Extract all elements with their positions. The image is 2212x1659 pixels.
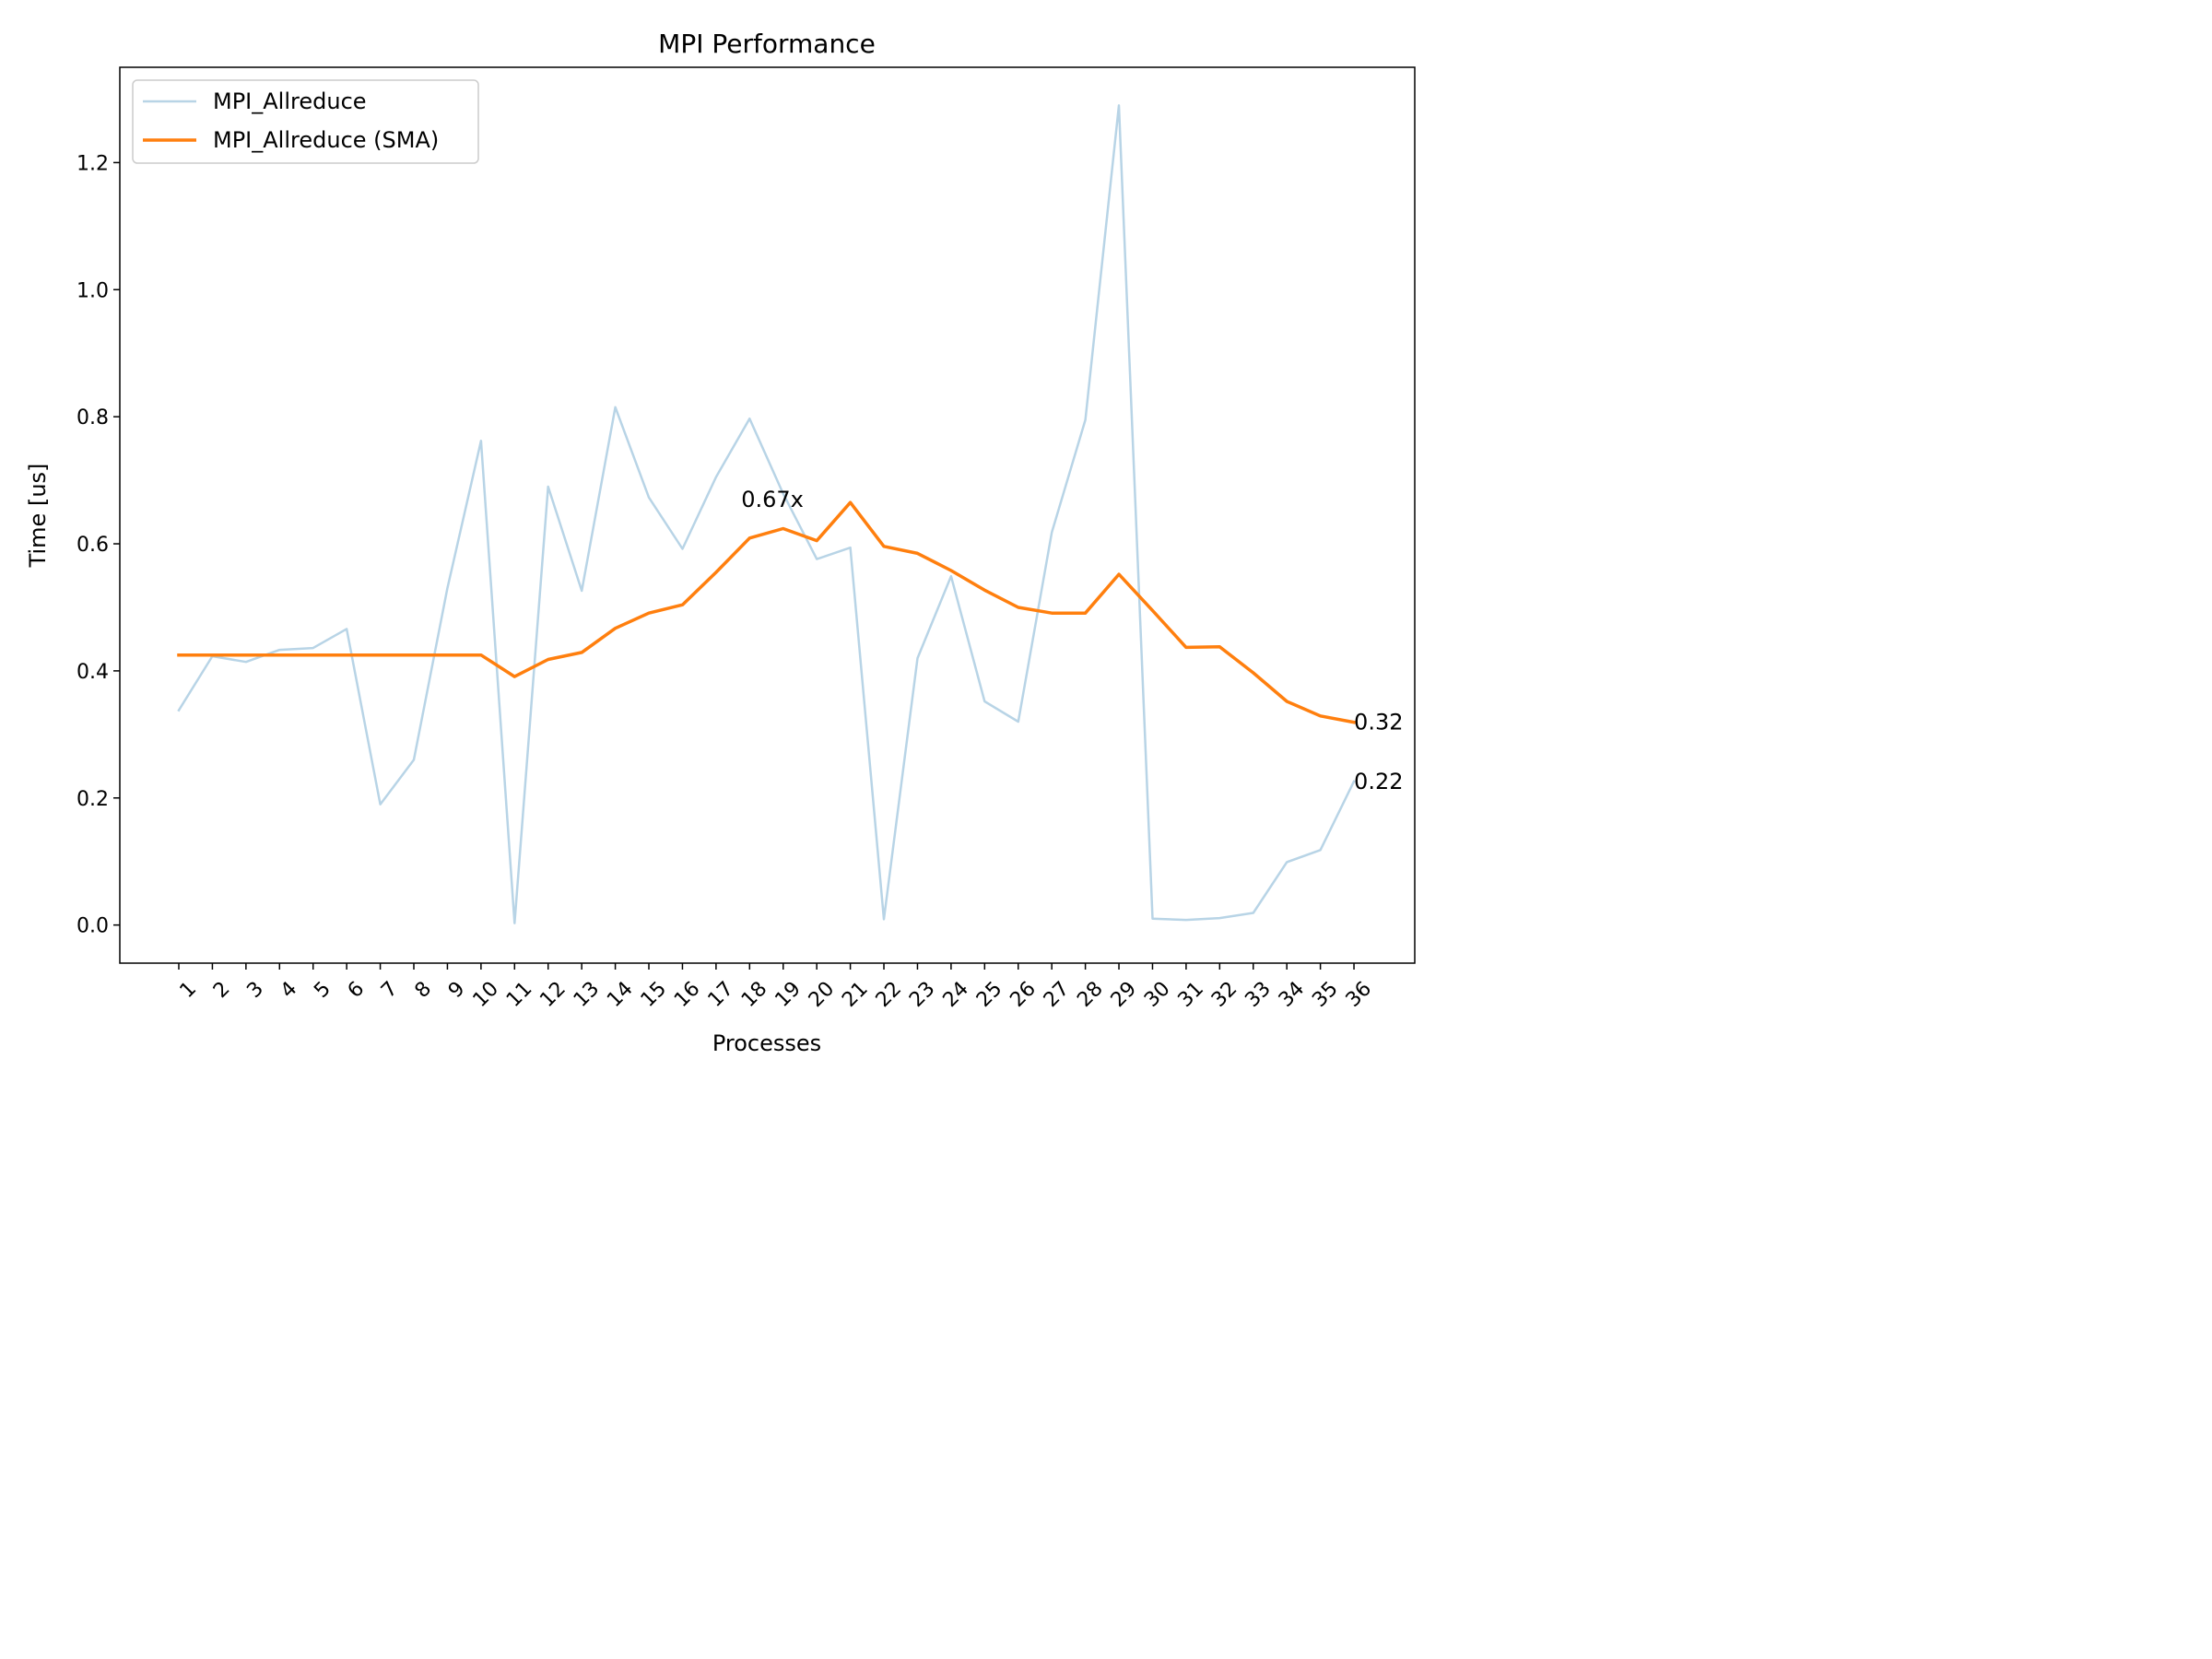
series-line-sma <box>177 500 1357 724</box>
x-tick-label: 32 <box>1207 977 1241 1011</box>
x-tick-label: 33 <box>1241 977 1275 1011</box>
legend-label: MPI_Allreduce (SMA) <box>213 127 439 153</box>
x-tick-label: 6 <box>344 977 370 1003</box>
x-tick-label: 17 <box>704 977 738 1011</box>
y-axis-label: Time [us] <box>25 464 51 569</box>
x-tick-label: 11 <box>502 977 536 1011</box>
series-line-raw <box>177 104 1356 924</box>
plot-area: 0.67x 0.32 0.22 <box>119 66 1416 964</box>
x-tick-label: 24 <box>939 977 973 1011</box>
x-tick-label: 3 <box>242 977 268 1003</box>
x-tick-label: 28 <box>1073 977 1107 1011</box>
x-tick-label: 31 <box>1174 977 1208 1011</box>
x-tick-label: 4 <box>276 977 302 1003</box>
plot-frame <box>119 66 1416 964</box>
y-tick-label: 1.2 <box>76 152 109 175</box>
x-tick-label: 20 <box>805 977 839 1011</box>
x-tick-label: 9 <box>444 977 470 1003</box>
legend-frame <box>132 79 479 164</box>
x-tick-label: 26 <box>1006 977 1040 1011</box>
annotation-label: 0.22 <box>1354 769 1403 794</box>
x-tick-label: 18 <box>737 977 771 1011</box>
y-tick-label: 0.2 <box>76 788 109 811</box>
legend-label: MPI_Allreduce <box>213 88 367 114</box>
x-tick-label: 12 <box>535 977 570 1011</box>
x-tick-label: 13 <box>570 977 604 1011</box>
y-axis: 0.0 0.2 0.4 0.6 0.8 1.0 1.2 <box>76 152 120 938</box>
x-axis: 1 2 3 4 5 6 7 8 91011121314151617181920212223242… <box>176 963 1376 1012</box>
y-tick-label: 0.6 <box>76 534 109 557</box>
annotation-label: 0.67x <box>741 487 804 512</box>
x-tick-label: 30 <box>1140 977 1174 1011</box>
x-axis-label: Processes <box>712 1030 821 1056</box>
x-tick-label: 10 <box>469 977 503 1011</box>
x-tick-label: 2 <box>209 977 235 1003</box>
x-tick-label: 16 <box>670 977 704 1011</box>
y-tick-label: 1.0 <box>76 279 109 302</box>
x-tick-label: 15 <box>637 977 671 1011</box>
x-tick-label: 21 <box>838 977 872 1011</box>
y-tick-label: 0.4 <box>76 661 109 684</box>
x-tick-label: 8 <box>411 977 437 1003</box>
x-tick-label: 22 <box>872 977 906 1011</box>
x-tick-label: 34 <box>1275 977 1309 1011</box>
x-tick-label: 29 <box>1107 977 1141 1011</box>
x-tick-label: 7 <box>377 977 403 1003</box>
chart-title: MPI Performance <box>658 29 876 59</box>
series-layer <box>177 104 1357 924</box>
x-tick-label: 23 <box>905 977 939 1011</box>
y-tick-label: 0.0 <box>76 915 109 938</box>
annotation-label: 0.32 <box>1354 710 1403 735</box>
x-tick-label: 14 <box>603 977 637 1011</box>
x-tick-label: 1 <box>176 977 202 1003</box>
x-tick-label: 25 <box>972 977 1006 1011</box>
y-tick-label: 0.8 <box>76 406 109 429</box>
x-tick-label: 36 <box>1342 977 1376 1011</box>
x-tick-label: 27 <box>1040 977 1074 1011</box>
legend: MPI_Allreduce MPI_Allreduce (SMA) <box>132 79 479 164</box>
annotation-layer: 0.67x 0.32 0.22 <box>741 487 1403 794</box>
x-tick-label: 5 <box>310 977 335 1003</box>
x-tick-label: 35 <box>1308 977 1342 1011</box>
x-tick-label: 19 <box>771 977 805 1011</box>
